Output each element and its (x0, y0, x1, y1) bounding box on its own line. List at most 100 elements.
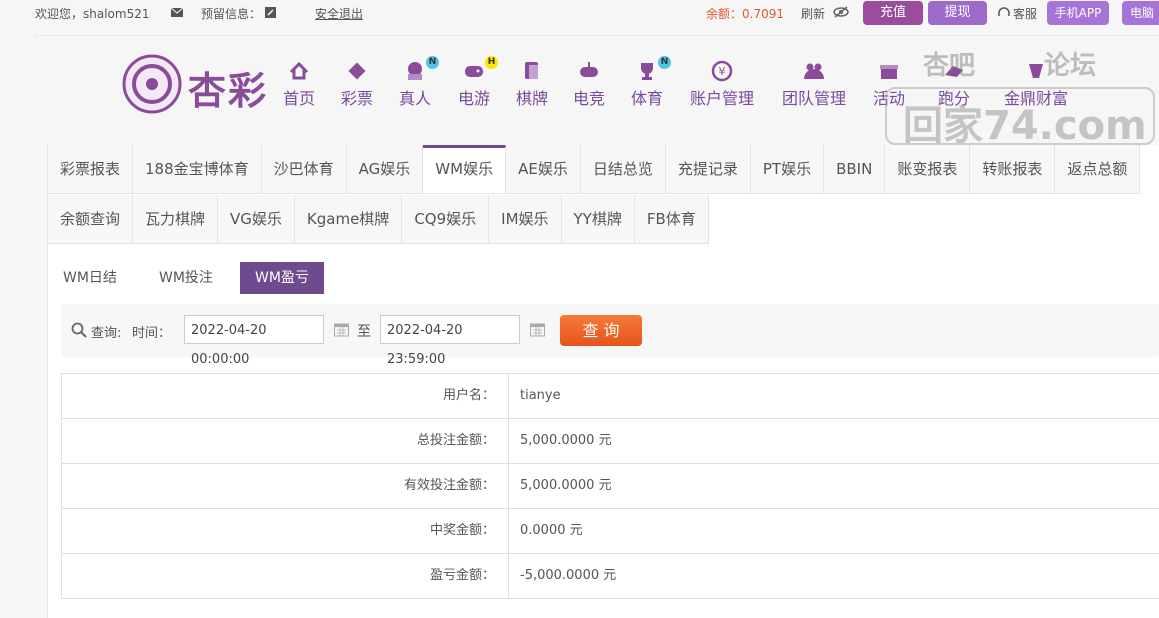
tab[interactable]: 瓦力棋牌 (133, 195, 219, 244)
field-label: 用户名： (442, 388, 495, 403)
tab[interactable]: 日结总览 (580, 145, 666, 194)
eye-icon[interactable] (833, 6, 849, 18)
nav-label: 电游 (457, 89, 490, 108)
nav-item[interactable]: 棋牌 (487, 60, 577, 109)
nav-item[interactable]: 跑分 (909, 60, 999, 109)
sub-tab[interactable]: WM投注 (159, 270, 213, 286)
nav-badge: H (485, 56, 498, 69)
nav-item[interactable]: 电竞 (544, 60, 634, 109)
field-value: 5,000.0000 元 (520, 433, 612, 448)
nav-item[interactable]: 活动 (844, 60, 934, 109)
nav-item[interactable]: 首页 (254, 60, 344, 109)
nav-icon (580, 62, 598, 77)
nav-label: 跑分 (937, 89, 970, 108)
separator (508, 419, 509, 463)
field-label: 总投注金额： (416, 433, 495, 448)
tab[interactable]: YY棋牌 (561, 195, 635, 244)
tab[interactable]: 转账报表 (970, 145, 1056, 194)
pc-button[interactable]: 电脑 (1122, 1, 1159, 25)
refresh[interactable]: 刷新 (801, 7, 826, 21)
calendar-icon[interactable] (334, 322, 349, 337)
tab[interactable]: 彩票报表 (48, 145, 134, 194)
withdraw-button[interactable]: 提现 (928, 1, 987, 25)
nav-item[interactable]: 真人 N (370, 56, 460, 109)
tab[interactable]: Kgame棋牌 (294, 195, 403, 244)
tab-row: 余额查询 瓦力棋牌 VG娱乐 Kgame棋牌 CQ9娱乐 IM娱乐 YY棋牌 FB体育 (48, 195, 709, 244)
nav-item[interactable]: 团队管理 (769, 60, 859, 109)
nav-badge: N (426, 56, 439, 69)
separator (508, 554, 509, 598)
search-bar: 查询: 时间： 2022-04-20 00:00:00 至 2022-04-20… (61, 304, 1159, 367)
tab[interactable]: 余额查询 (48, 195, 134, 244)
tab-row: 彩票报表 188金宝博体育 沙巴体育 AG娱乐 WM娱乐 AE娱乐 日结总览 充提记录 PT娱乐… (48, 145, 1141, 194)
query-label: 查询: (91, 326, 122, 341)
nav-item[interactable]: 体育 N (602, 56, 692, 109)
watermark-top: 杏吧 论坛 (923, 51, 1097, 81)
tab[interactable]: CQ9娱乐 (402, 195, 490, 244)
field-label: 盈亏金额： (429, 568, 495, 583)
table-row: 中奖金额： 0.0000 元 (62, 509, 1159, 554)
nav-icon (525, 62, 538, 79)
logo-emblem (122, 54, 182, 114)
recharge-button[interactable]: 充值 (863, 1, 923, 25)
table-row: 盈亏金额： -5,000.0000 元 (62, 554, 1159, 598)
nav-item[interactable]: 金鼎财富 (991, 60, 1081, 109)
nav-badge: N (658, 56, 671, 69)
nav-icon: ¥ (711, 60, 733, 82)
calendar-icon[interactable] (530, 322, 545, 337)
nav-icon (880, 65, 898, 79)
tab[interactable]: WM娱乐 (423, 145, 507, 194)
field-value: -5,000.0000 元 (520, 568, 617, 583)
separator (508, 464, 509, 508)
tab[interactable]: AE娱乐 (506, 145, 581, 194)
tab[interactable]: 188金宝博体育 (133, 145, 262, 194)
nav-label: 账户管理 (689, 89, 754, 108)
separator (508, 374, 509, 418)
nav-label: 棋牌 (515, 89, 548, 108)
nav-item[interactable]: 彩票 (312, 60, 402, 109)
table-row: 有效投注金额： 5,000.0000 元 (62, 464, 1159, 509)
nav-item[interactable]: ¥ 账户管理 (677, 60, 767, 109)
tab[interactable]: FB体育 (634, 195, 709, 244)
field-label: 有效投注金额： (403, 478, 495, 493)
date-to[interactable]: 2022-04-20 23:59:00 (380, 315, 520, 367)
logo-text: 杏彩 (188, 69, 269, 113)
tab[interactable]: VG娱乐 (218, 195, 295, 244)
reserved-info: 预留信息： (201, 7, 262, 21)
tab[interactable]: PT娱乐 (750, 145, 825, 194)
nav-label: 真人 (398, 89, 431, 108)
time-label: 时间： (132, 326, 172, 341)
customer-service[interactable]: 客服 (1013, 7, 1038, 21)
sub-tab[interactable]: WM盈亏 (240, 262, 324, 294)
service-icon[interactable] (998, 7, 1010, 18)
tab[interactable]: AG娱乐 (346, 145, 424, 194)
nav-label: 活动 (872, 89, 905, 108)
to-label: 至 (357, 324, 371, 340)
tab[interactable]: 沙巴体育 (261, 145, 347, 194)
welcome: 欢迎您，shalom521 (35, 7, 150, 21)
table-row: 总投注金额： 5,000.0000 元 (62, 419, 1159, 464)
tab[interactable]: 充提记录 (665, 145, 751, 194)
content-panel: 彩票报表 188金宝博体育 沙巴体育 AG娱乐 WM娱乐 AE娱乐 日结总览 充提记录 PT娱乐… (47, 145, 1159, 618)
nav-item[interactable]: 电游 H (429, 56, 519, 109)
field-value: 5,000.0000 元 (520, 478, 612, 493)
app-button[interactable]: 手机APP (1047, 1, 1109, 25)
date-from[interactable]: 2022-04-20 00:00:00 (184, 315, 324, 367)
query-button[interactable]: 查 询 (560, 315, 642, 346)
nav-label: 彩票 (340, 89, 373, 108)
field-value: 0.0000 元 (520, 523, 583, 538)
logout-link[interactable]: 安全退出 (315, 7, 364, 21)
nav-icon (465, 66, 483, 77)
nav-label: 团队管理 (781, 89, 846, 108)
nav-icon (1029, 64, 1043, 78)
sub-tab[interactable]: WM日结 (63, 270, 117, 286)
tab[interactable]: 返点总额 (1055, 145, 1141, 194)
svg-text:¥: ¥ (719, 65, 726, 78)
nav-icon (945, 66, 963, 77)
edit-icon[interactable] (265, 7, 276, 18)
tab[interactable]: IM娱乐 (489, 195, 562, 244)
table-row: 用户名： tianye (62, 374, 1159, 419)
tab[interactable]: 账变报表 (885, 145, 971, 194)
tab[interactable]: BBIN (824, 145, 886, 194)
